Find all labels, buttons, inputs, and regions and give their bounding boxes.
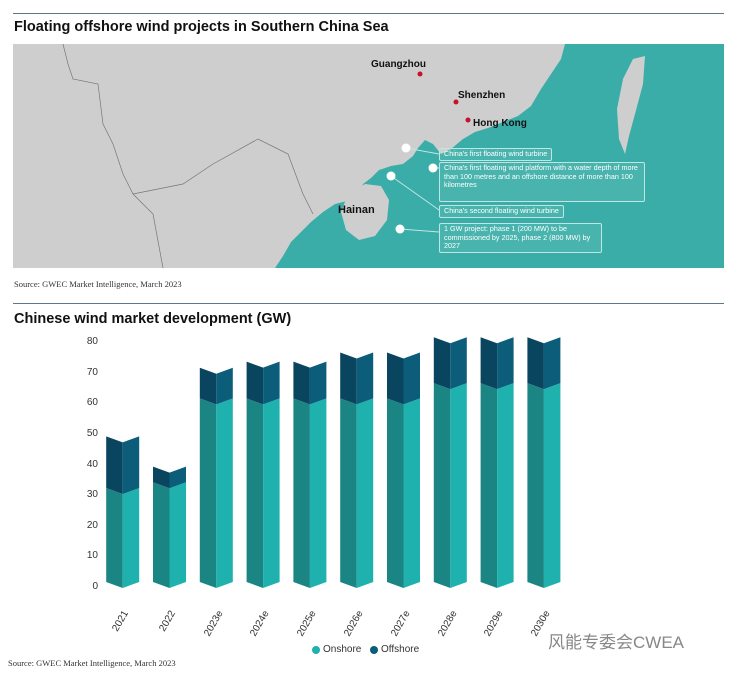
bar-offshore-2028e-right: [450, 337, 467, 390]
city-label-hong-kong: Hong Kong: [473, 118, 527, 129]
bar-offshore-2030e-left: [527, 337, 544, 390]
bar-offshore-2024e-left: [246, 361, 264, 405]
bar-onshore-2022-left: [153, 482, 170, 588]
bar-offshore-2021-left: [106, 436, 123, 495]
project-marker[interactable]: [395, 224, 405, 234]
y-tick-label: 60: [86, 397, 98, 409]
y-tick-label: 10: [86, 550, 98, 562]
border-line: [62, 43, 164, 269]
y-tick-label: 80: [86, 336, 98, 348]
bar-offshore-2023e-left: [199, 367, 217, 405]
bar-onshore-2027e-left: [387, 398, 404, 588]
border-line: [132, 138, 314, 215]
bar-onshore-2025e-right: [309, 398, 327, 588]
watermark: 风能专委会CWEA: [548, 633, 684, 652]
chart-title: Chinese wind market development (GW): [14, 311, 292, 327]
city-dot-shenzhen: [453, 99, 459, 105]
legend-swatch: [312, 645, 320, 654]
annotation-box: 1 GW project: phase 1 (200 MW) to be com…: [439, 223, 602, 253]
bar-onshore-2021-right: [122, 488, 140, 588]
project-marker[interactable]: [428, 163, 438, 173]
y-tick-label: 20: [86, 519, 98, 531]
taiwan-island: [617, 56, 645, 154]
bar-onshore-2024e-left: [246, 398, 264, 588]
bar-onshore-2022-right: [169, 482, 186, 588]
bar-onshore-2023e-right: [216, 398, 233, 588]
legend-offshore: Offshore: [370, 644, 419, 655]
map: Guangzhou Shenzhen Hong Kong Hainan Chin…: [13, 43, 724, 269]
y-tick-label: 70: [86, 366, 98, 378]
bar-offshore-2025e-left: [293, 361, 310, 405]
city-dot-guangzhou: [417, 71, 423, 77]
city-label-guangzhou: Guangzhou: [371, 59, 426, 70]
bar-offshore-2027e-right: [403, 352, 420, 405]
divider: [13, 303, 724, 304]
project-marker[interactable]: [401, 143, 411, 153]
bar-offshore-2025e-right: [309, 361, 327, 405]
y-tick-label: 40: [86, 458, 98, 470]
bar-offshore-2022-left: [153, 466, 170, 489]
project-marker[interactable]: [386, 171, 396, 181]
bar-offshore-2029e-right: [497, 337, 514, 390]
bar-onshore-2028e-right: [450, 383, 467, 588]
annotation-box: China's second floating wind turbine: [439, 205, 564, 218]
bar-offshore-2029e-left: [480, 337, 498, 390]
bar-offshore-2030e-right: [543, 337, 561, 390]
bar-onshore-2026e-left: [340, 398, 357, 588]
bar-onshore-2030e-right: [543, 383, 561, 588]
y-tick-label: 30: [86, 489, 98, 501]
bar-offshore-2024e-right: [263, 361, 280, 405]
bar-offshore-2022-right: [169, 466, 186, 489]
bar-onshore-2030e-left: [527, 383, 544, 588]
bar-offshore-2026e-right: [356, 352, 374, 405]
bar-onshore-2029e-right: [497, 383, 514, 588]
annotation-box: China's first floating wind platform wit…: [439, 162, 645, 202]
legend-swatch: [370, 645, 378, 654]
bar-offshore-2021-right: [122, 436, 140, 495]
city-label-hainan: Hainan: [338, 204, 375, 216]
hainan-island: [341, 184, 389, 240]
bar-onshore-2023e-left: [199, 398, 217, 588]
map-title: Floating offshore wind projects in South…: [14, 19, 389, 35]
chart-source: Source: GWEC Market Intelligence, March …: [8, 658, 176, 668]
bar-onshore-2025e-left: [293, 398, 310, 588]
bar-offshore-2023e-right: [216, 367, 233, 405]
legend-label: Offshore: [381, 644, 420, 655]
city-label-shenzhen: Shenzhen: [458, 90, 506, 101]
bar-offshore-2027e-left: [387, 352, 404, 405]
legend-label: Onshore: [323, 644, 362, 655]
y-tick-label: 0: [92, 581, 98, 592]
bar-onshore-2029e-left: [480, 383, 498, 588]
bar-offshore-2028e-left: [433, 337, 451, 390]
annotation-box: China's first floating wind turbine: [439, 148, 553, 161]
y-tick-label: 50: [86, 428, 98, 439]
bar-onshore-2024e-right: [263, 398, 280, 588]
bar-offshore-2026e-left: [340, 352, 357, 405]
city-dot-hong-kong: [465, 117, 471, 123]
legend-onshore: Onshore: [312, 644, 361, 655]
bar-onshore-2021-left: [106, 488, 123, 588]
map-graphic: [13, 43, 724, 269]
map-source: Source: GWEC Market Intelligence, March …: [14, 279, 182, 289]
divider: [13, 13, 724, 14]
bar-onshore-2028e-left: [433, 383, 451, 588]
bar-onshore-2027e-right: [403, 398, 420, 588]
bar-onshore-2026e-right: [356, 398, 374, 588]
